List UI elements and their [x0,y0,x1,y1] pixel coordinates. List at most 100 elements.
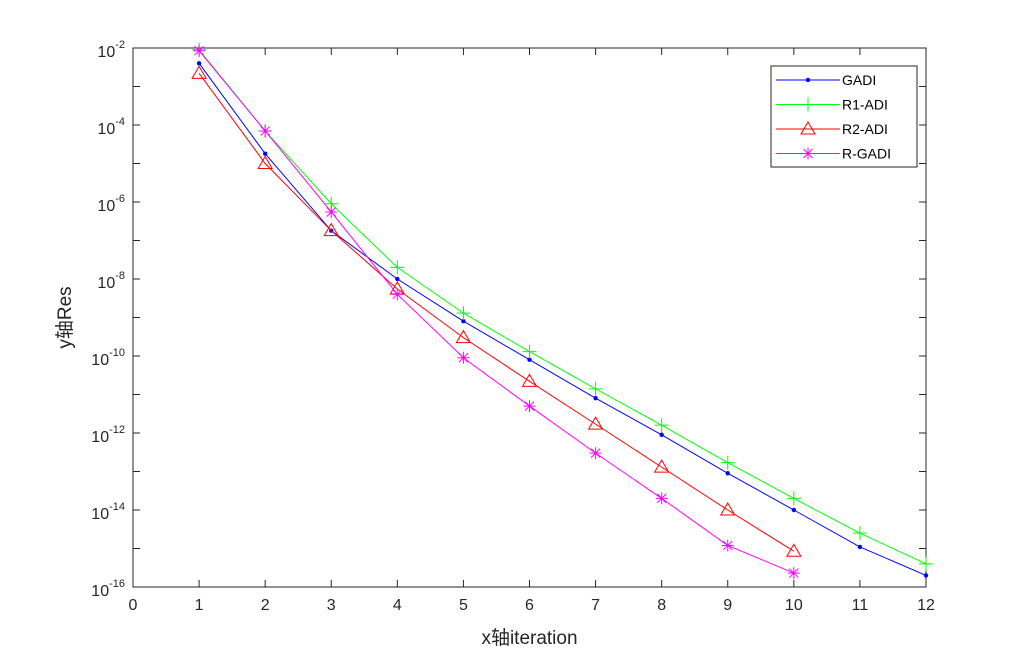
data-point [391,288,404,301]
data-point [589,447,602,460]
y-tick-label: 10-4 [97,116,125,138]
y-tick-base: 10 [97,275,115,292]
y-tick-base: 10 [91,506,109,523]
series-line [198,63,927,576]
data-point [395,276,400,282]
legend-label: R-GADI [842,146,891,162]
y-tick-label: 10-12 [91,424,125,446]
legend-label: GADI [842,72,876,88]
data-point [390,260,405,275]
series-r1-adi-group [192,42,933,571]
series-line [198,73,795,552]
x-tick-label: 8 [657,597,666,614]
y-tick-base: 10 [97,44,115,61]
data-point [654,418,669,433]
y-tick-exponent: -12 [109,424,125,436]
y-tick-label: 10-16 [91,578,125,600]
data-point [800,121,816,135]
legend-item: R2-ADI [776,121,888,137]
y-tick-exponent: -2 [115,39,125,51]
data-point [787,567,800,580]
data-point [257,155,274,169]
data-point [802,147,814,160]
data-point [719,502,736,516]
y-tick-exponent: -8 [115,270,125,282]
series-r-gadi-group [193,44,800,580]
data-point [522,344,537,359]
y-tick-label: 10-14 [91,501,125,523]
data-point [325,205,338,218]
x-tick-label: 3 [327,597,336,614]
legend-box [770,65,918,168]
x-tick-label: 5 [459,597,468,614]
y-tick-exponent: -16 [109,578,125,590]
data-point [791,507,797,513]
x-tick-label: 7 [591,597,600,614]
y-axis-label: y轴Res [54,286,76,348]
data-point [521,373,538,387]
x-tick-label: 9 [723,597,732,614]
data-point [193,44,206,57]
x-tick-label: 6 [525,597,534,614]
data-point [527,357,532,362]
data-point [919,556,933,571]
legend-item: R-GADI [776,146,891,162]
data-point [857,544,863,550]
data-point [523,400,536,413]
data-point [587,416,604,430]
series-line [198,49,927,565]
x-tick-label: 2 [261,597,270,614]
data-point [725,471,730,476]
data-point [852,526,867,541]
data-point [785,543,802,557]
x-tick-label: 11 [852,597,869,614]
y-tick-label: 10-2 [97,39,125,61]
legend-item: R1-ADI [776,97,888,113]
y-tick-base: 10 [91,583,109,600]
data-point [191,65,207,79]
y-tick-exponent: -6 [115,193,125,205]
data-point [923,573,929,578]
data-point [593,396,598,401]
series-gadi-group [196,61,929,578]
data-point [588,381,603,396]
data-point [721,539,734,552]
data-point [323,222,340,237]
y-tick-exponent: -4 [115,116,125,128]
data-point [786,491,801,506]
x-tick-label: 12 [917,597,935,614]
legend-label: R2-ADI [842,121,888,137]
data-point [720,455,735,470]
y-tick-base: 10 [91,352,109,369]
series-line [198,50,795,574]
legend: GADI R1-ADI R2-ADI R-GADI [770,65,918,168]
data-point [455,329,472,344]
data-point [805,77,811,83]
y-tick-base: 10 [97,198,115,215]
y-tick-label: 10-6 [97,193,125,215]
x-axis-label: x轴iteration [481,627,577,649]
axis-ticks: 0 1 2 3 4 5 6 7 8 9 10 11 1210-1610-1410-1210-1010-8… [91,39,935,614]
legend-label: R1-ADI [842,97,888,113]
y-tick-exponent: -14 [109,501,125,513]
data-point [196,61,202,66]
y-tick-label: 10-8 [97,270,125,292]
data-point [653,459,670,473]
x-tick-label: 10 [785,597,803,614]
y-tick-label: 10-10 [91,347,125,369]
data-point [461,319,466,324]
data-point [655,492,668,505]
data-point [801,97,815,112]
x-tick-label: 1 [195,597,204,614]
y-tick-base: 10 [91,429,109,446]
data-point [262,151,268,156]
legend-item: GADI [776,72,876,88]
x-tick-label: 4 [393,597,402,614]
x-tick-label: 0 [129,597,138,614]
data-point [659,432,664,437]
y-tick-exponent: -10 [109,347,125,359]
data-point [259,124,272,137]
series-layer [191,42,933,580]
